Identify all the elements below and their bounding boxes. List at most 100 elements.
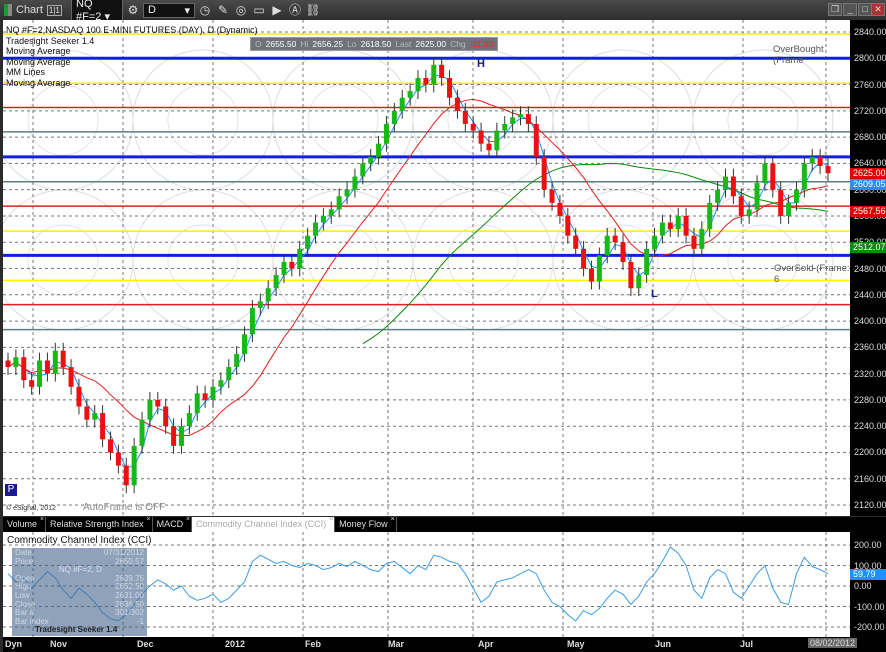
tab-cci[interactable]: Commodity Channel Index (CCI) × <box>192 516 336 532</box>
close-button[interactable]: ✕ <box>871 3 885 16</box>
candle-body <box>746 209 752 216</box>
bg-circle <box>727 224 799 296</box>
candle-body <box>462 110 468 124</box>
readout-label: Date <box>15 548 32 557</box>
candle-body <box>234 353 240 368</box>
candle-body <box>667 222 673 230</box>
maximize-button[interactable]: □ <box>858 3 872 16</box>
candle-body <box>115 452 121 466</box>
price-tag: 2512.07 <box>850 242 886 254</box>
legend-item[interactable]: Moving Average <box>6 77 71 88</box>
candle-body <box>715 189 721 203</box>
restore-button[interactable]: ❐ <box>828 3 842 16</box>
legend-item[interactable]: Moving Average <box>6 56 71 67</box>
candle-body <box>439 64 445 78</box>
link-icon[interactable]: ⛓ <box>305 3 321 17</box>
candle-body <box>793 189 799 203</box>
cci-tick: -200.00 <box>854 622 885 632</box>
candle-body <box>13 357 19 368</box>
p-marker[interactable]: P <box>5 484 17 496</box>
candle-body <box>620 242 626 262</box>
price-chart[interactable]: NQ #F=2,NASDAQ 100 E-MINI FUTURES (DAY),… <box>3 20 850 516</box>
candle-body <box>37 360 43 387</box>
bg-circle <box>447 224 519 296</box>
candle-body <box>131 445 137 486</box>
cci-axis[interactable]: 200.00 100.00 0.00 -100.00 -200.00 59.79 <box>850 532 886 637</box>
window-titlebar: Chart 1|1 NQ #F=2 ▾ ⚙ D ▾ ◷ ✎ ◎ ▭ ▶ Ⓐ ⛓ ❐… <box>0 0 886 24</box>
gear-icon[interactable]: ⚙ <box>127 3 139 17</box>
candle-body <box>525 114 531 124</box>
pencil-icon[interactable]: ✎ <box>217 3 229 17</box>
readout-row: Close 2636.50 <box>15 599 144 610</box>
legend-item[interactable]: Tradesight Seeker 1.4 <box>6 35 95 46</box>
tab-volume[interactable]: Volume × <box>3 516 47 532</box>
high-marker: H <box>477 58 485 70</box>
candle-body <box>588 268 594 282</box>
readout-title: NQ #F=2, D <box>59 565 102 575</box>
date-axis[interactable]: Dyn Nov Dec 2012 Feb Mar Apr May Jun Jul 08/02/20… <box>3 637 886 652</box>
annotation-icon[interactable]: Ⓐ <box>288 3 301 17</box>
price-tag: 2609.05 <box>850 178 886 190</box>
candle-body <box>383 123 389 144</box>
tab-rsi[interactable]: Relative Strength Index × <box>46 516 153 532</box>
minimize-button[interactable]: _ <box>843 3 857 16</box>
bg-circle <box>167 84 239 156</box>
close-icon[interactable]: × <box>186 516 191 523</box>
legend-item[interactable]: MM Lines <box>6 67 46 77</box>
date-label: Jul <box>740 639 754 649</box>
tab-money-flow[interactable]: Money Flow × <box>335 516 397 532</box>
cci-tick: 200.00 <box>854 540 882 550</box>
candle-body <box>368 156 374 164</box>
readout-row: Low 2631.00 <box>15 591 144 601</box>
candle-body <box>305 235 311 249</box>
candle-body <box>265 288 271 302</box>
legend-item[interactable]: NQ #F=2,NASDAQ 100 E-MINI FUTURES (DAY),… <box>6 25 258 35</box>
link-badge[interactable]: 1|1 <box>46 4 62 16</box>
play-icon[interactable]: ▶ <box>272 3 282 17</box>
candle-body <box>360 163 366 177</box>
candle-body <box>659 222 665 236</box>
close-icon[interactable]: × <box>390 516 395 523</box>
candle-body <box>817 156 823 167</box>
window-title: Chart <box>16 4 43 16</box>
candle-body <box>518 114 523 118</box>
legend-item[interactable]: Moving Average <box>6 46 71 56</box>
close-icon[interactable]: × <box>329 516 334 523</box>
candle-body <box>675 215 681 230</box>
oversold-label: OverSold (Frame: 6 <box>774 263 850 285</box>
candle-body <box>226 367 232 381</box>
candle-body <box>336 196 342 210</box>
readout-label: Bar index <box>15 616 49 626</box>
candle-body <box>281 261 287 276</box>
candle-body <box>100 413 106 440</box>
candle-body <box>510 117 516 124</box>
readout-footer: Tradesight Seeker 1.4 <box>35 625 118 635</box>
date-label: Jun <box>655 639 672 649</box>
candle-body <box>320 215 326 223</box>
candle-body <box>549 189 555 203</box>
price-plot <box>3 20 850 516</box>
candle-body <box>431 64 437 85</box>
date-label: 2012 <box>225 639 246 649</box>
candle-body <box>486 143 492 151</box>
candle-body <box>754 183 760 210</box>
bg-circle <box>3 189 134 331</box>
close-icon[interactable]: × <box>39 516 45 523</box>
dynamic-label[interactable]: Dyn <box>5 639 23 649</box>
close-icon[interactable]: × <box>146 516 151 523</box>
price-tick: 2760.00 <box>854 79 886 90</box>
screen-icon[interactable]: ▭ <box>253 3 265 17</box>
readout-row: High 2652.50 <box>15 583 144 592</box>
readout-value: 2636.50 <box>115 599 144 609</box>
candle-body <box>155 399 161 407</box>
candle-body <box>44 360 50 374</box>
draw-icon[interactable]: ◎ <box>235 3 247 17</box>
cci-tick: 100.00 <box>854 560 882 571</box>
candle-body <box>328 209 334 216</box>
bg-circle <box>727 84 799 156</box>
clock-icon[interactable]: ◷ <box>199 3 211 17</box>
candle-body <box>770 163 776 190</box>
tab-macd[interactable]: MACD × <box>153 516 193 532</box>
price-axis[interactable]: 2840.00 2800.00 2760.00 2720.00 2680.00 2640.… <box>850 20 886 516</box>
interval-select[interactable]: D ▾ <box>143 2 195 18</box>
